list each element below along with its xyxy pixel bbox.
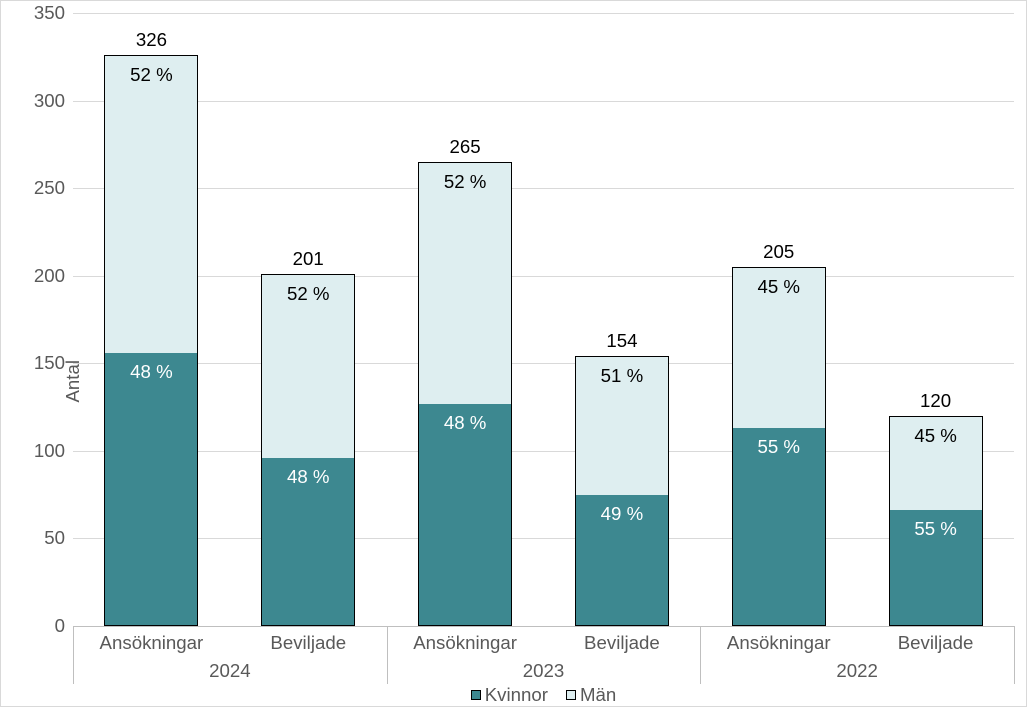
x-group-separator: [73, 626, 74, 684]
bar-segment-kvinnor: 49 %: [575, 495, 669, 626]
gridline: [73, 451, 1014, 452]
segment-label: 48 %: [262, 466, 354, 488]
gridline: [73, 626, 1014, 627]
y-tick-label: 300: [34, 90, 73, 112]
x-category-label: Beviljade: [584, 632, 660, 654]
bar: 48 %52 %326: [104, 55, 198, 626]
bar-total-label: 201: [261, 248, 355, 274]
x-group-separator: [1014, 626, 1015, 684]
gridline: [73, 363, 1014, 364]
plot-area: 050100150200250300350AntalAnsökningarBev…: [73, 13, 1014, 626]
x-group-label: 2023: [387, 660, 701, 682]
y-tick-label: 200: [34, 265, 73, 287]
legend-label: Kvinnor: [485, 684, 548, 706]
bar: 49 %51 %154: [575, 356, 669, 626]
legend: Kvinnor Män: [73, 684, 1014, 706]
segment-label: 51 %: [576, 365, 668, 387]
y-tick-label: 350: [34, 2, 73, 24]
bar: 48 %52 %265: [418, 162, 512, 626]
bar-total-label: 326: [104, 29, 198, 55]
x-category-label: Beviljade: [270, 632, 346, 654]
bar-total-label: 265: [418, 136, 512, 162]
x-group-label: 2022: [700, 660, 1014, 682]
bar-total-label: 205: [732, 241, 826, 267]
legend-swatch: [566, 690, 576, 700]
x-group-separator: [700, 626, 701, 684]
bar-total-label: 154: [575, 330, 669, 356]
bar: 55 %45 %205: [732, 267, 826, 626]
segment-label: 52 %: [105, 64, 197, 86]
bar-segment-man: 52 %: [418, 162, 512, 404]
bar-segment-kvinnor: 48 %: [418, 404, 512, 626]
bar-segment-man: 45 %: [889, 416, 983, 511]
gridline: [73, 101, 1014, 102]
bar-segment-kvinnor: 55 %: [732, 428, 826, 626]
bar-segment-kvinnor: 48 %: [104, 353, 198, 626]
x-category-label: Ansökningar: [727, 632, 831, 654]
legend-label: Män: [580, 684, 616, 706]
bar: 55 %45 %120: [889, 416, 983, 626]
y-axis-title: Antal: [62, 320, 84, 403]
y-tick-label: 50: [44, 527, 73, 549]
gridline: [73, 538, 1014, 539]
bar-segment-man: 45 %: [732, 267, 826, 428]
x-category-label: Ansökningar: [100, 632, 204, 654]
gridline: [73, 188, 1014, 189]
x-category-label: Beviljade: [898, 632, 974, 654]
segment-label: 48 %: [419, 412, 511, 434]
segment-label: 55 %: [890, 518, 982, 540]
bar-segment-man: 51 %: [575, 356, 669, 494]
y-tick-label: 250: [34, 177, 73, 199]
bar-segment-man: 52 %: [261, 274, 355, 458]
legend-swatch: [471, 690, 481, 700]
segment-label: 52 %: [262, 283, 354, 305]
bar-segment-kvinnor: 55 %: [889, 510, 983, 626]
segment-label: 55 %: [733, 436, 825, 458]
segment-label: 52 %: [419, 171, 511, 193]
legend-item: Kvinnor: [471, 684, 548, 706]
gridline: [73, 13, 1014, 14]
y-tick-label: 100: [34, 440, 73, 462]
segment-label: 48 %: [105, 361, 197, 383]
x-group-label: 2024: [73, 660, 387, 682]
bar-total-label: 120: [889, 390, 983, 416]
bar-segment-kvinnor: 48 %: [261, 458, 355, 626]
x-category-label: Ansökningar: [413, 632, 517, 654]
segment-label: 45 %: [733, 276, 825, 298]
bar-segment-man: 52 %: [104, 55, 198, 353]
y-tick-label: 0: [55, 615, 73, 637]
bar: 48 %52 %201: [261, 274, 355, 626]
legend-item: Män: [566, 684, 616, 706]
stacked-bar-chart: 050100150200250300350AntalAnsökningarBev…: [0, 0, 1027, 707]
gridline: [73, 276, 1014, 277]
segment-label: 45 %: [890, 425, 982, 447]
x-group-separator: [387, 626, 388, 684]
segment-label: 49 %: [576, 503, 668, 525]
